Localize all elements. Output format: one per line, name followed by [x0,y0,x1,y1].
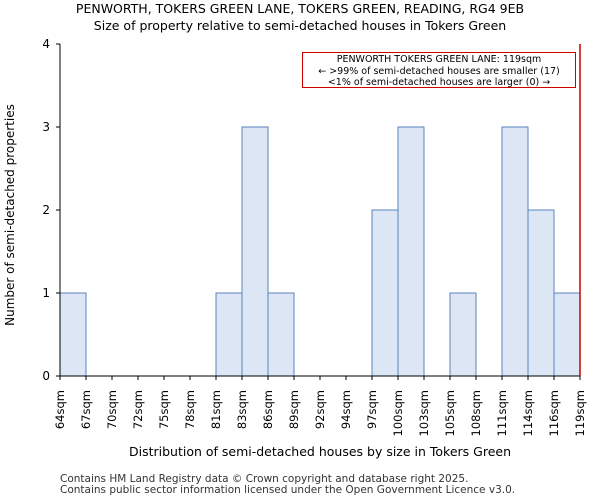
footer-line-2: Contains public sector information licen… [60,484,516,496]
bar [59,292,87,377]
bar [241,126,269,377]
y-tick-label: 4 [42,37,50,51]
x-tick-label: 78sqm [183,390,197,429]
footer-line-1: Contains HM Land Registry data © Crown c… [60,473,469,485]
x-tick-label: 67sqm [79,390,93,429]
x-tick-label: 97sqm [365,390,379,429]
x-tick-label: 94sqm [339,390,353,429]
y-tick-label: 2 [42,203,50,217]
x-tick-label: 86sqm [261,390,275,429]
bar [553,292,581,377]
x-tick-label: 100sqm [391,390,405,436]
x-tick-label: 108sqm [469,390,483,436]
x-tick-label: 103sqm [417,390,431,436]
x-tick-label: 116sqm [547,390,561,436]
bar [501,126,529,377]
y-tick-label: 0 [42,369,50,383]
bar [449,292,477,377]
chart-title: PENWORTH, TOKERS GREEN LANE, TOKERS GREE… [75,1,525,16]
x-tick-label: 92sqm [313,390,327,429]
annotation-line-1: PENWORTH TOKERS GREEN LANE: 119sqm [336,54,542,65]
x-tick-label: 119sqm [573,390,587,436]
x-tick-label: 89sqm [287,390,301,429]
x-tick-label: 83sqm [235,390,249,429]
chart-subtitle: Size of property relative to semi-detach… [93,18,507,33]
bar [397,126,425,377]
y-axis-label: Number of semi-detached properties [3,104,17,326]
x-tick-label: 111sqm [495,390,509,436]
x-tick-label: 75sqm [157,390,171,429]
bar [371,209,399,377]
annotation-line-3: <1% of semi-detached houses are larger (… [327,77,551,88]
x-tick-label: 72sqm [131,390,145,429]
annotation-box: PENWORTH TOKERS GREEN LANE: 119sqm ← >99… [302,52,576,88]
x-tick-label: 114sqm [521,390,535,436]
y-tick-label: 3 [42,120,50,134]
x-tick-label: 64sqm [53,390,67,429]
bar [215,292,243,377]
bar [267,292,295,377]
annotation-line-2: ← >99% of semi-detached houses are small… [318,65,560,77]
x-tick-label: 70sqm [105,390,119,429]
y-tick-label: 1 [42,286,50,300]
x-tick-label: 81sqm [209,390,223,429]
x-axis-label: Distribution of semi-detached houses by … [128,444,512,459]
bar [527,209,555,377]
x-tick-label: 105sqm [443,390,457,436]
